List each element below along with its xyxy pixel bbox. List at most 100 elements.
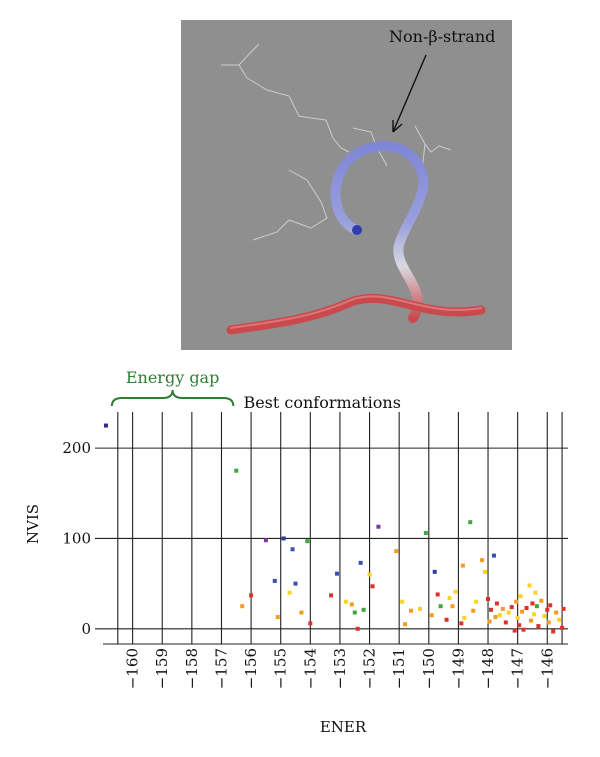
scatter-point	[545, 607, 550, 612]
scatter-point	[272, 578, 277, 583]
scatter-point	[542, 614, 547, 619]
scatter-point	[557, 617, 562, 622]
y-tick-label: 200	[62, 439, 91, 457]
red-strand	[226, 293, 486, 335]
scatter-point	[530, 601, 535, 606]
x-tick-label: −149	[449, 648, 467, 689]
scatter-point	[361, 607, 366, 612]
scatter-point	[506, 610, 511, 615]
scatter-point	[403, 622, 408, 627]
scatter-point	[462, 615, 467, 620]
x-axis-label: ENER	[320, 718, 367, 736]
scatter-point	[528, 618, 533, 623]
x-tick-label: −156	[242, 648, 260, 689]
scatter-point	[514, 599, 519, 604]
scatter-point	[293, 581, 298, 586]
x-tick-label: −160	[124, 648, 142, 689]
scatter-point	[240, 604, 245, 609]
protein-structure-image: Non-β-strand	[181, 20, 512, 350]
data-points	[103, 423, 566, 634]
x-tick-label: −153	[331, 648, 349, 689]
scatter-point	[503, 620, 508, 625]
scatter-point	[560, 625, 565, 630]
scatter-point	[471, 608, 476, 613]
scatter-point	[521, 627, 526, 632]
y-axis-label: NVIS	[24, 504, 42, 544]
scatter-point	[423, 531, 428, 536]
scatter-point	[460, 563, 465, 568]
scatter-point	[329, 593, 334, 598]
x-tick-label: −150	[420, 648, 438, 689]
scatter-point	[450, 604, 455, 609]
x-tick-label: −152	[361, 648, 379, 689]
chain-terminus	[352, 225, 362, 235]
y-tick-label: 0	[81, 620, 91, 638]
energy-gap-brace	[110, 389, 235, 407]
scatter-point	[305, 539, 310, 544]
scatter-point	[561, 606, 566, 611]
backbone-tube	[330, 141, 429, 323]
scatter-point	[447, 596, 452, 601]
scatter-point	[494, 601, 499, 606]
scatter-point	[249, 593, 254, 598]
scatter-point	[444, 617, 449, 622]
scatter-point	[491, 553, 496, 558]
annotation-arrow-head	[392, 120, 403, 133]
scatter-point	[520, 609, 525, 614]
x-tick-label: −159	[153, 648, 171, 689]
scatter-point	[435, 592, 440, 597]
structure-annotation-label: Non-β-strand	[389, 27, 495, 46]
scatter-point	[287, 590, 292, 595]
scatter-point	[533, 590, 538, 595]
y-tick-label: 100	[62, 529, 91, 547]
scatter-point	[281, 536, 286, 541]
scatter-point	[103, 423, 108, 428]
scatter-point	[349, 602, 354, 607]
side-chain-wireframe	[221, 43, 452, 241]
x-tick-label: −148	[479, 648, 497, 689]
scatter-point	[429, 613, 434, 618]
scatter-point	[453, 589, 458, 594]
scatter-point	[352, 610, 357, 615]
red-strand-highlight	[230, 295, 482, 329]
scatter-point	[355, 626, 360, 631]
scatter-point	[512, 628, 517, 633]
scatter-point	[548, 603, 553, 608]
scatter-point	[474, 599, 479, 604]
scatter-point	[367, 572, 372, 577]
scatter-point	[497, 613, 502, 618]
x-tick-label: −147	[509, 648, 527, 689]
x-tick-label: −155	[272, 648, 290, 689]
scatter-point	[493, 615, 498, 620]
energy-gap-label: Energy gap	[126, 368, 220, 387]
scatter-point	[515, 615, 520, 620]
scatter-point	[536, 624, 541, 629]
scatter-point	[376, 524, 381, 529]
scatter-point	[539, 598, 544, 603]
grid	[95, 412, 568, 645]
scatter-point	[509, 605, 514, 610]
scatter-point	[459, 621, 464, 626]
scatter-point	[290, 547, 295, 552]
x-tick-label: −151	[390, 648, 408, 689]
energy-gap-annotation: Energy gap	[110, 368, 235, 407]
scatter-point	[432, 569, 437, 574]
scatter-point	[343, 599, 348, 604]
scatter-point	[534, 604, 539, 609]
scatter-point	[358, 560, 363, 565]
x-tick-label: −154	[301, 648, 319, 689]
annotation-arrow-line	[392, 54, 427, 133]
scatter-point	[518, 594, 523, 599]
scatter-point	[527, 583, 532, 588]
scatter-point	[438, 604, 443, 609]
scatter-point	[334, 571, 339, 576]
scatter-point	[263, 538, 268, 543]
x-tick-label: −146	[538, 648, 556, 689]
best-conformations-label: Best conformations	[243, 393, 400, 412]
scatter-point	[409, 608, 414, 613]
scatter-point	[500, 606, 505, 611]
scatter-point	[517, 623, 522, 628]
scatter-point	[483, 569, 488, 574]
